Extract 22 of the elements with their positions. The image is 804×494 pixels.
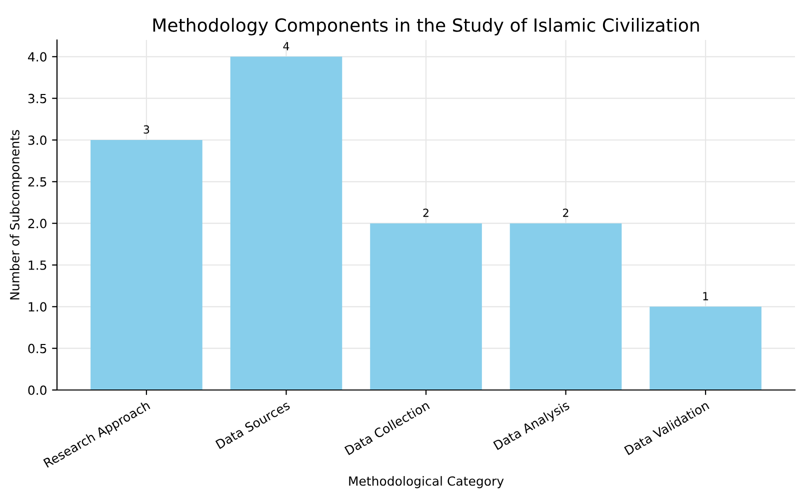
- bar: [90, 140, 202, 390]
- y-tick-label: 1.0: [28, 302, 46, 312]
- data-label: 4: [283, 42, 290, 50]
- data-label: 2: [423, 208, 428, 217]
- data-label: 3: [144, 125, 150, 134]
- bar: [650, 306, 762, 390]
- chart-title: Methodology Components in the Study of Islamic Civilization: [153, 18, 699, 36]
- bar: [370, 223, 482, 390]
- y-tick-label: 3.0: [28, 135, 46, 145]
- y-tick-label: 1.5: [28, 260, 46, 270]
- y-tick-label: 3.5: [28, 94, 46, 104]
- y-tick-label: 2.5: [28, 177, 46, 187]
- y-tick-label: 4.0: [28, 52, 46, 62]
- bar: [510, 223, 622, 390]
- y-tick-label: 0.5: [28, 344, 46, 354]
- bar: [230, 56, 342, 390]
- y-tick-label: 2.0: [28, 218, 46, 228]
- y-axis-title: Number of Subcomponents: [10, 130, 22, 300]
- x-axis-title: Methodological Category: [349, 476, 504, 488]
- data-label: 1: [703, 292, 708, 300]
- y-tick-label: 0.0: [28, 385, 46, 395]
- data-label: 2: [563, 208, 568, 217]
